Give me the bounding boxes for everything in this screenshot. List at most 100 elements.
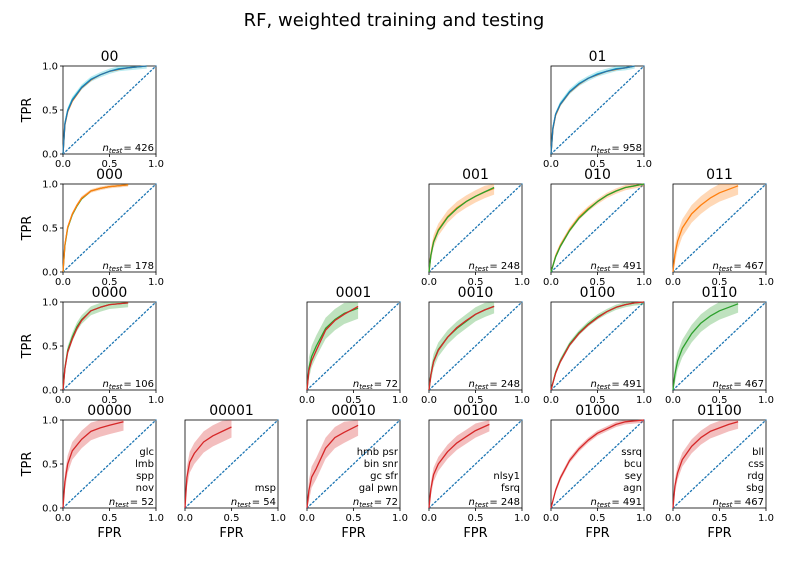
figure-title: RF, weighted training and testing (244, 10, 545, 31)
confidence-band-1 (63, 184, 129, 272)
x-tick-label: 1.0 (392, 513, 408, 524)
confidence-band-0 (551, 66, 635, 154)
panel-0000: 0000 0.00.0 0.5 0.5 1.0 1.0 TPR ntest= 106 (20, 285, 164, 406)
x-tick-label: 0.0 (543, 395, 559, 406)
n-test-annotation: ntest= 467 (713, 497, 764, 509)
x-tick-label: 0.0 (55, 159, 71, 170)
panel-011: 011 0.0 0.5 1.0 ntest= 467 (665, 167, 774, 288)
roc-curve-0 (306, 307, 359, 391)
x-tick-label: 0.0 (665, 277, 681, 288)
confidence-band-0 (307, 302, 359, 390)
class-label: gal pwn (359, 483, 398, 494)
class-label: msp (255, 483, 276, 494)
x-tick-label: 0.5 (468, 395, 484, 406)
x-tick-label: 1.0 (148, 159, 164, 170)
panel-title: 00001 (209, 403, 254, 419)
x-tick-label: 1.0 (148, 277, 164, 288)
panel-title: 00010 (331, 403, 376, 419)
x-tick-label: 1.0 (270, 513, 286, 524)
class-label: sey (625, 471, 642, 482)
panel-001: 001 0.0 0.5 1.0 ntest= 248 (421, 167, 530, 288)
roc-curve-0 (184, 426, 232, 509)
x-tick-label: 0.0 (299, 513, 315, 524)
confidence-band-0 (429, 184, 495, 272)
panel-0010: 0010 0.0 0.5 1.0 ntest= 248 (421, 285, 530, 406)
x-tick-label: 1.0 (514, 513, 530, 524)
x-tick-label: 0.5 (590, 159, 606, 170)
x-tick-label: 0.5 (590, 395, 606, 406)
roc-curve-0 (672, 303, 739, 391)
roc-curve-1 (62, 184, 129, 273)
confidence-band-0 (673, 420, 739, 508)
n-test-annotation: ntest= 54 (231, 497, 276, 509)
x-axis-label: FPR (707, 526, 731, 541)
panel-title: 00 (101, 49, 119, 65)
x-tick-label: 0.5 (712, 395, 728, 406)
confidence-band-0 (429, 420, 490, 508)
confidence-band-0 (673, 302, 739, 390)
panel-0110: 0110 0.0 0.5 1.0 ntest= 467 (665, 285, 774, 406)
x-tick-label: 1.0 (758, 277, 774, 288)
chance-diagonal (306, 419, 401, 509)
n-test-annotation: ntest= 178 (103, 261, 154, 273)
chance-diagonal (306, 301, 401, 391)
y-tick-label: 1.0 (42, 180, 58, 191)
roc-curve-0 (550, 65, 635, 155)
x-tick-label: 0.5 (712, 513, 728, 524)
x-tick-label: 0.0 (543, 513, 559, 524)
class-label: bll (752, 447, 764, 458)
confidence-band-0 (307, 420, 359, 508)
x-axis-label: FPR (341, 526, 365, 541)
x-tick-label: 0.5 (468, 513, 484, 524)
chance-diagonal (672, 419, 767, 509)
chance-diagonal (672, 301, 767, 391)
x-tick-label: 0.0 (665, 513, 681, 524)
n-test-annotation: ntest= 958 (591, 143, 642, 155)
panel-title: 0100 (580, 285, 616, 301)
panel-00000: 00000 0.00.0 0.5 0.5 1.0 1.0 TPR FPR ntest= 52 gl… (20, 403, 164, 541)
x-tick-label: 0.0 (421, 395, 437, 406)
x-tick-label: 0.5 (346, 395, 362, 406)
y-axis-label: TPR (20, 334, 35, 360)
x-tick-label: 0.0 (55, 277, 71, 288)
panel-title: 000 (96, 167, 123, 183)
class-label: bin snr (364, 459, 399, 470)
chance-diagonal (428, 301, 523, 391)
x-tick-label: 0.5 (590, 277, 606, 288)
x-tick-label: 1.0 (636, 159, 652, 170)
class-label: agn (623, 483, 642, 494)
roc-curve-1 (550, 301, 645, 391)
x-tick-label: 0.0 (421, 513, 437, 524)
y-tick-label: 0.0 (42, 150, 58, 161)
x-tick-label: 0.5 (102, 159, 118, 170)
x-tick-label: 0.0 (543, 159, 559, 170)
class-label: bcu (624, 459, 642, 470)
roc-curve-1 (62, 65, 147, 155)
n-test-annotation: ntest= 52 (109, 497, 154, 509)
panel-title: 0001 (336, 285, 372, 301)
x-tick-label: 0.0 (55, 513, 71, 524)
y-tick-label: 0.0 (42, 386, 58, 397)
panel-00: 00 0.00.0 0.5 0.5 1.0 1.0 TPR ntest= 426 (20, 49, 164, 170)
y-tick-label: 0.0 (42, 268, 58, 279)
panel-title: 0010 (458, 285, 494, 301)
chance-diagonal (184, 419, 279, 509)
confidence-band-0 (63, 66, 147, 154)
panel-010: 010 0.0 0.5 1.0 ntest= 491 (543, 167, 652, 288)
y-tick-label: 0.5 (42, 224, 58, 235)
panel-title: 01000 (575, 403, 620, 419)
panel-01: 01 0.0 0.5 1.0 ntest= 958 (543, 49, 652, 170)
panel-00001: 00001 0.0 0.5 1.0 FPR ntest= 54 msp (177, 403, 286, 541)
n-test-annotation: ntest= 491 (591, 261, 642, 273)
class-label: lmb (135, 459, 154, 470)
class-label: sbg (746, 483, 764, 494)
chance-diagonal (62, 301, 157, 391)
x-tick-label: 1.0 (636, 513, 652, 524)
panel-title: 011 (706, 167, 733, 183)
chance-diagonal (672, 183, 767, 273)
x-tick-label: 0.0 (665, 395, 681, 406)
x-tick-label: 0.0 (421, 277, 437, 288)
n-test-annotation: ntest= 426 (103, 143, 154, 155)
